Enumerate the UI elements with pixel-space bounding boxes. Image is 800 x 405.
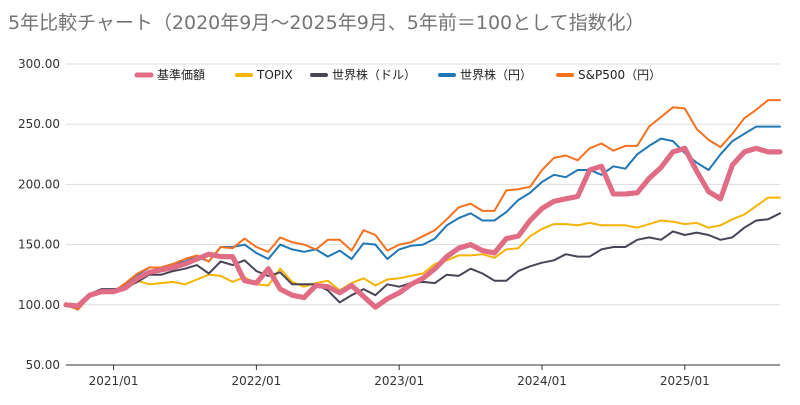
y-tick-label: 100.00 (18, 298, 60, 312)
legend-label: S&P500（円） (578, 68, 661, 82)
series-line-0 (63, 145, 783, 310)
y-tick-label: 300.00 (18, 57, 60, 71)
legend-label: 世界株（ドル） (332, 67, 416, 82)
legend-label: 基準価額 (157, 67, 205, 82)
grid-layer (66, 63, 780, 366)
series-line-0-emphasis (63, 145, 783, 310)
legend-label: TOPIX (256, 68, 293, 82)
x-tick-label: 2022/01 (231, 374, 281, 388)
series-line-2 (65, 212, 781, 309)
legend: 基準価額 TOPIX 世界株（ドル） 世界株（円） S&P500（円） (134, 67, 661, 82)
x-tick-label: 2021/01 (89, 374, 139, 388)
chart-title: 5年比較チャート（2020年9月〜2025年9月、5年前＝100として指数化） (8, 12, 645, 34)
series-line-4 (65, 99, 781, 311)
x-tick-label: 2023/01 (374, 374, 424, 388)
legend-label: 世界株（円） (460, 67, 532, 82)
y-tick-label: 150.00 (18, 238, 60, 252)
series-line-1 (65, 196, 781, 310)
x-tick-label: 2025/01 (660, 374, 710, 388)
x-tick-label: 2024/01 (517, 374, 567, 388)
axis-layer: 50.00 100.00 150.00 200.00 250.00 300.00 2021/… (18, 57, 710, 388)
y-tick-label: 50.00 (26, 358, 60, 372)
series-layer (63, 99, 783, 311)
y-tick-label: 250.00 (18, 117, 60, 131)
y-tick-label: 200.00 (18, 177, 60, 191)
